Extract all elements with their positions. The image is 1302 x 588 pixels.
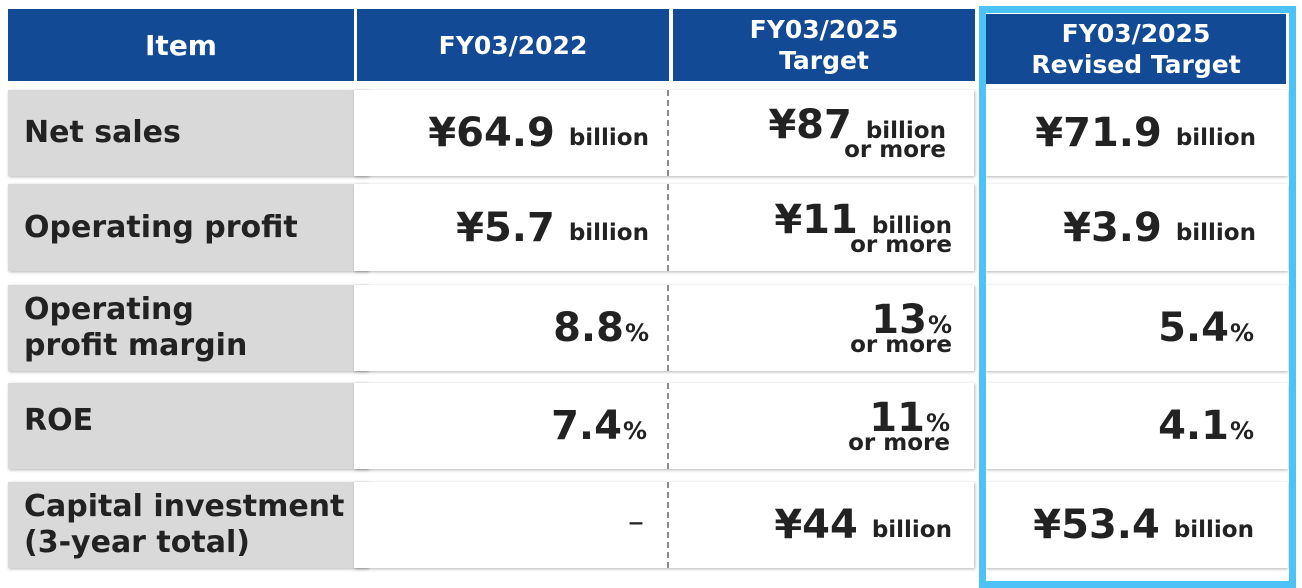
row-label-line1: ROE bbox=[24, 403, 94, 438]
values-band bbox=[354, 482, 974, 568]
cell-revised: 5.4% bbox=[986, 285, 1254, 371]
cell-note: or more bbox=[848, 430, 950, 456]
cell-value: 7.4 bbox=[551, 403, 622, 449]
cell-unit: billion bbox=[568, 219, 649, 246]
cell-fy2022: 7.4% bbox=[354, 383, 647, 469]
cell-value: ¥5.7 bbox=[456, 204, 555, 251]
row-label-line1: Net sales bbox=[24, 115, 181, 150]
cell-unit: % bbox=[927, 311, 952, 339]
row-label-operating-profit-margin: Operating profit margin bbox=[8, 285, 368, 371]
cell-fy2022: ¥5.7 billion bbox=[354, 184, 649, 271]
row-label-line2: (3-year total) bbox=[24, 525, 250, 560]
cell-target: 11% or more bbox=[668, 383, 950, 469]
dashed-divider bbox=[667, 90, 669, 176]
cell-unit: billion bbox=[568, 125, 649, 151]
cell-value: 4.1 bbox=[1158, 403, 1229, 449]
revised-cell-bg bbox=[986, 482, 1288, 568]
revised-cell-bg bbox=[986, 383, 1288, 469]
values-band bbox=[354, 285, 974, 371]
cell-unit: % bbox=[624, 319, 649, 347]
column-header-target-line2: Target bbox=[779, 46, 869, 75]
cell-unit: % bbox=[622, 417, 647, 445]
dashed-divider bbox=[667, 482, 669, 568]
cell-target: 13% or more bbox=[668, 285, 952, 371]
row-label-line1: Capital investment bbox=[24, 489, 345, 524]
row-label-operating-profit: Operating profit bbox=[8, 184, 368, 271]
cell-value: ¥11 bbox=[774, 196, 858, 243]
cell-unit: % bbox=[1229, 319, 1254, 347]
cell-revised: ¥3.9 billion bbox=[986, 184, 1256, 271]
row-label-capital-investment: Capital investment (3-year total) bbox=[8, 482, 368, 568]
cell-value: 8.8 bbox=[553, 305, 624, 351]
table-row-roe: ROE 7.4% 11% or more 4.1% bbox=[8, 383, 1288, 469]
column-header-fy2022: FY03/2022 bbox=[357, 9, 669, 81]
column-header-revised-line1: FY03/2025 bbox=[1061, 19, 1211, 48]
column-header-fy2022-label: FY03/2022 bbox=[438, 30, 588, 60]
cell-fy2022: 8.8% bbox=[354, 285, 649, 371]
cell-unit: billion bbox=[871, 212, 952, 239]
row-label-line1: Operating bbox=[24, 292, 194, 327]
cell-value: ¥44 bbox=[774, 502, 858, 548]
revised-cell-bg bbox=[986, 90, 1288, 176]
cell-value: – bbox=[628, 502, 644, 540]
cell-fy2022: – bbox=[354, 482, 644, 568]
cell-target: ¥11 billion or more bbox=[668, 184, 952, 271]
cell-value: 5.4 bbox=[1158, 305, 1229, 351]
column-header-revised: FY03/2025 Revised Target bbox=[986, 14, 1286, 84]
row-label-roe: ROE bbox=[8, 383, 368, 469]
cell-unit: billion bbox=[865, 118, 946, 144]
cell-fy2022: ¥64.9 billion bbox=[354, 90, 649, 176]
column-header-revised-line2: Revised Target bbox=[1031, 50, 1241, 79]
cell-target: ¥44 billion bbox=[668, 482, 952, 568]
cell-unit: billion bbox=[1173, 517, 1254, 543]
cell-target: ¥87 billion or more bbox=[668, 90, 946, 176]
cell-unit: % bbox=[1229, 417, 1254, 445]
values-band bbox=[354, 184, 974, 271]
cell-note: or more bbox=[850, 231, 952, 258]
values-band bbox=[354, 383, 974, 469]
column-header-target-line1: FY03/2025 bbox=[749, 15, 899, 44]
cell-value: ¥71.9 bbox=[1035, 110, 1162, 156]
dashed-divider bbox=[667, 383, 669, 469]
column-header-item-label: Item bbox=[145, 28, 217, 62]
column-header-item: Item bbox=[8, 9, 354, 81]
row-label-net-sales: Net sales bbox=[8, 90, 368, 176]
table-row-net-sales: Net sales ¥64.9 billion ¥87 billion or mor… bbox=[8, 90, 1288, 176]
revised-cell-bg bbox=[986, 285, 1288, 371]
revised-cell-bg bbox=[986, 184, 1288, 271]
cell-unit: billion bbox=[1175, 219, 1256, 246]
cell-unit: billion bbox=[1175, 125, 1256, 151]
cell-value: 11 bbox=[869, 395, 925, 441]
cell-revised: ¥53.4 billion bbox=[986, 482, 1254, 568]
cell-note: or more bbox=[844, 137, 946, 163]
cell-value: 13 bbox=[871, 297, 927, 343]
cell-unit: billion bbox=[871, 517, 952, 543]
cell-value: ¥87 bbox=[768, 102, 852, 148]
cell-unit: % bbox=[925, 409, 950, 437]
cell-value: ¥3.9 bbox=[1063, 204, 1162, 251]
table-row-operating-profit-margin: Operating profit margin 8.8% 13% or more… bbox=[8, 285, 1288, 371]
dashed-divider bbox=[667, 285, 669, 371]
row-label-line2: profit margin bbox=[24, 328, 248, 363]
table-row-operating-profit: Operating profit ¥5.7 billion ¥11 billion … bbox=[8, 184, 1288, 271]
cell-value: ¥53.4 bbox=[1033, 502, 1160, 548]
cell-revised: ¥71.9 billion bbox=[986, 90, 1256, 176]
column-header-target: FY03/2025 Target bbox=[673, 9, 975, 81]
cell-revised: 4.1% bbox=[986, 383, 1254, 469]
values-band bbox=[354, 90, 974, 176]
cell-note: or more bbox=[850, 332, 952, 358]
table-row-capital-investment: Capital investment (3-year total) – ¥44 b… bbox=[8, 482, 1288, 568]
row-label-line1: Operating profit bbox=[24, 209, 298, 245]
cell-value: ¥64.9 bbox=[428, 110, 555, 156]
dashed-divider bbox=[667, 184, 669, 271]
